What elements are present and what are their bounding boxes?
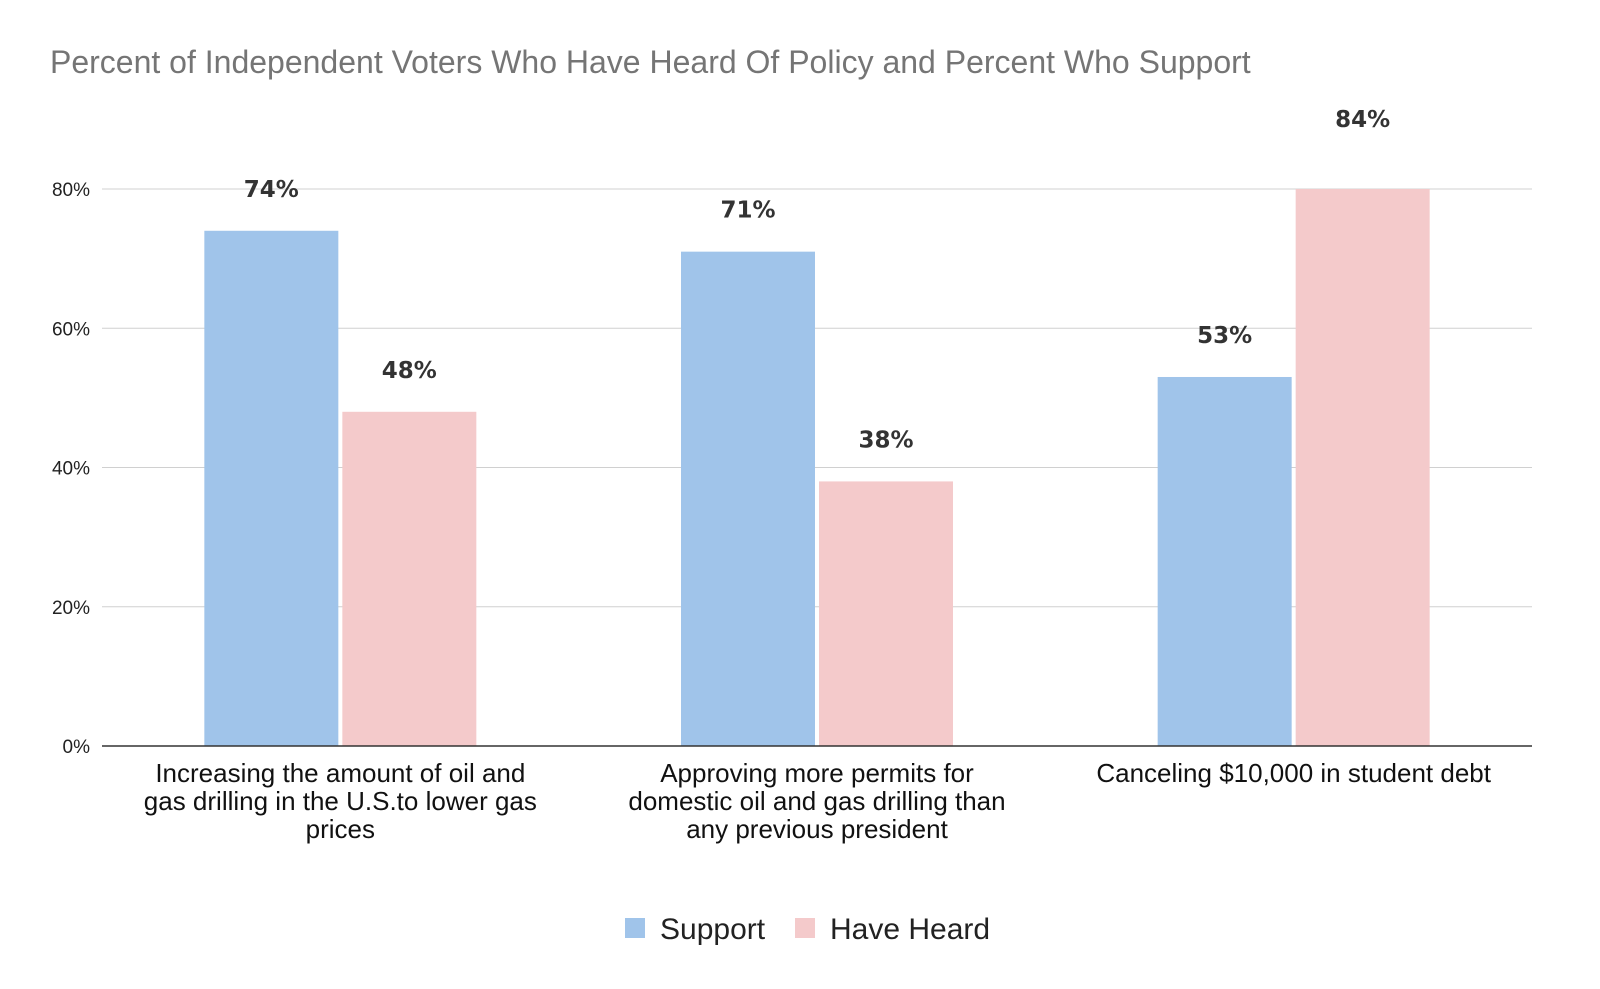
category-label: Increasing the amount of oil and gas dril… [144,758,537,844]
bar-support-1 [681,251,815,746]
category-labels: Increasing the amount of oil and gas dril… [144,758,1492,844]
bars [204,189,1430,746]
category-label: Approving more permits for domestic oil a… [628,758,1005,844]
bar-have-heard-2 [1295,189,1430,746]
legend-label: Have Heard [830,913,990,946]
gridlines: 0% 20% 40% 60% 80% [52,180,1532,758]
y-tick-label: 40% [52,459,90,480]
y-tick-label: 20% [52,598,90,619]
bar-support-0 [204,230,339,746]
legend-swatch-have-heard [795,918,815,938]
legend-label: Support [660,913,766,946]
bar-have-heard-1 [819,481,953,746]
legend-swatch-support [625,918,645,938]
data-labels: 74% 48% 71% 38% 53% 84% [244,107,1390,453]
data-label: 71% [720,198,775,224]
y-tick-label: 80% [52,180,90,201]
y-tick-label: 60% [52,319,90,340]
data-label: 48% [382,358,437,384]
chart-title: Percent of Independent Voters Who Have H… [50,44,1251,80]
data-label: 74% [244,177,299,203]
category-label: Canceling $10,000 in student debt [1096,758,1491,788]
bar-support-2 [1157,376,1292,746]
data-label: 53% [1197,323,1252,349]
legend: Support Have Heard [625,913,990,946]
bar-have-heard-0 [342,411,477,746]
data-label: 38% [858,427,913,453]
data-label: 84% [1335,107,1390,133]
y-tick-label: 0% [63,737,91,758]
